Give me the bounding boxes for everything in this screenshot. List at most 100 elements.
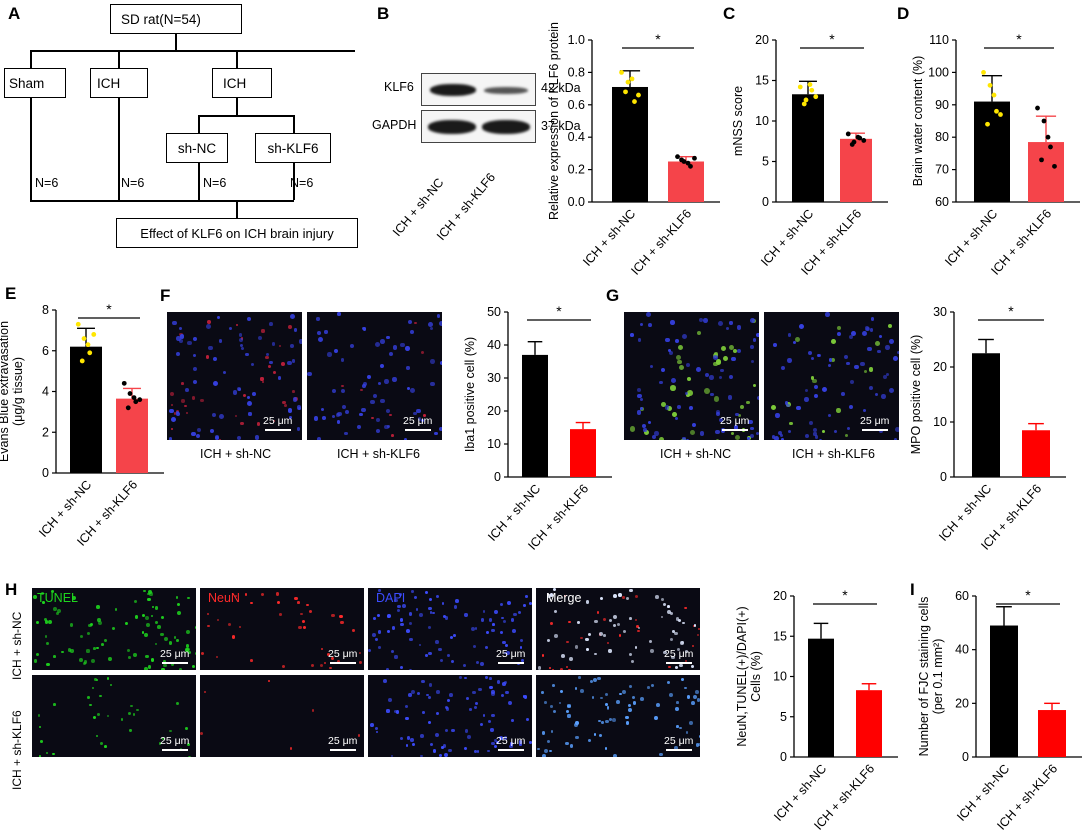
data-point xyxy=(981,70,986,75)
cell-spot xyxy=(846,426,850,430)
cell-spot xyxy=(91,658,96,663)
cell-spot xyxy=(488,719,492,723)
cell-spot xyxy=(611,717,616,722)
cell-spot xyxy=(674,746,678,750)
data-point xyxy=(803,97,809,103)
cell-spot xyxy=(205,324,211,329)
y-tick-label: 100 xyxy=(928,65,949,79)
cell-spot xyxy=(446,698,451,703)
cell-spot xyxy=(491,742,495,746)
cell-spot xyxy=(148,665,152,669)
bar-sh-klf6 xyxy=(840,138,872,202)
cell-spot xyxy=(655,594,659,599)
y-tick-label: 0 xyxy=(780,750,787,764)
scale-bar-label: 25 μm xyxy=(263,415,293,427)
cell-spot xyxy=(360,388,363,391)
cell-spot xyxy=(428,606,432,611)
y-tick-label: 20 xyxy=(773,589,787,603)
cell-spot xyxy=(598,733,603,738)
cell-spot xyxy=(804,397,809,403)
cell-spot xyxy=(637,393,642,399)
cell-spot xyxy=(671,630,675,634)
cell-spot xyxy=(628,617,632,620)
cell-spot xyxy=(99,694,102,698)
cell-spot xyxy=(549,704,553,708)
cell-spot xyxy=(169,729,173,733)
micrograph-h-tunel-nc: TUNEL 25 μm xyxy=(32,588,196,670)
cell-spot xyxy=(594,620,598,624)
cell-spot xyxy=(428,683,433,687)
cell-spot xyxy=(52,753,55,756)
y-axis-label: (μg/g tissue) xyxy=(11,357,25,426)
cell-spot xyxy=(482,713,486,717)
cell-spot xyxy=(648,420,652,424)
cell-spot xyxy=(399,666,404,670)
panel-label-g: G xyxy=(606,286,620,305)
bar-sh-nc xyxy=(972,353,1000,477)
cell-spot xyxy=(646,685,650,689)
cell-spot xyxy=(629,685,633,689)
cell-spot xyxy=(836,408,841,413)
h-row-label-nc: ICH + sh-NC xyxy=(10,611,24,680)
cell-spot xyxy=(713,395,720,402)
cell-spot xyxy=(430,359,436,364)
micrograph-h-dapi-klf6: 25 μm xyxy=(368,675,532,757)
cell-spot xyxy=(687,377,692,382)
data-point xyxy=(131,395,137,401)
cell-spot xyxy=(128,711,132,715)
cell-spot xyxy=(554,634,559,639)
cell-spot xyxy=(375,428,381,434)
cell-spot xyxy=(316,437,322,440)
cell-spot xyxy=(593,652,597,656)
cell-spot xyxy=(750,345,754,349)
cell-spot xyxy=(675,617,680,622)
cell-spot xyxy=(306,604,309,607)
y-axis-label: Evans Blue extravasation xyxy=(0,321,11,462)
cell-spot xyxy=(377,382,381,386)
cell-spot xyxy=(779,433,784,438)
cell-spot xyxy=(517,611,521,615)
cell-spot xyxy=(602,617,606,621)
cell-spot xyxy=(589,680,593,684)
cell-spot xyxy=(372,394,377,399)
cell-spot xyxy=(648,640,653,644)
cell-spot xyxy=(240,346,244,351)
cell-spot xyxy=(300,612,303,616)
cell-spot xyxy=(83,662,87,666)
cell-spot xyxy=(480,722,484,726)
cell-spot xyxy=(825,312,830,317)
cell-spot xyxy=(424,590,429,595)
cell-spot xyxy=(172,320,177,326)
cell-spot xyxy=(463,746,467,750)
flow-box-ich-2: ICH xyxy=(212,68,272,98)
cell-spot xyxy=(605,719,609,723)
cell-spot xyxy=(676,725,679,728)
cell-spot xyxy=(322,415,326,420)
cell-spot xyxy=(87,632,90,636)
cell-spot xyxy=(502,640,506,645)
data-point xyxy=(679,157,684,163)
cell-spot xyxy=(849,405,854,410)
bar-sh-klf6 xyxy=(1028,142,1064,202)
data-point xyxy=(629,76,635,82)
cell-spot xyxy=(618,634,622,637)
cell-spot xyxy=(191,432,196,437)
scale-bar-label: 25 μm xyxy=(664,648,694,660)
cell-spot xyxy=(678,618,682,622)
cell-spot xyxy=(313,416,319,421)
cell-spot xyxy=(601,721,604,725)
cell-spot xyxy=(443,744,447,748)
cell-spot xyxy=(246,316,251,322)
cell-spot xyxy=(287,360,292,366)
cell-spot xyxy=(529,602,532,606)
cell-spot xyxy=(297,600,300,604)
cell-spot xyxy=(126,648,131,653)
cell-spot xyxy=(729,321,733,325)
cell-spot xyxy=(777,431,782,436)
cell-spot xyxy=(362,327,367,331)
cell-spot xyxy=(307,371,312,377)
cell-spot xyxy=(429,326,434,331)
cell-spot xyxy=(808,420,814,426)
cell-spot xyxy=(170,662,174,666)
cell-spot xyxy=(836,326,841,331)
